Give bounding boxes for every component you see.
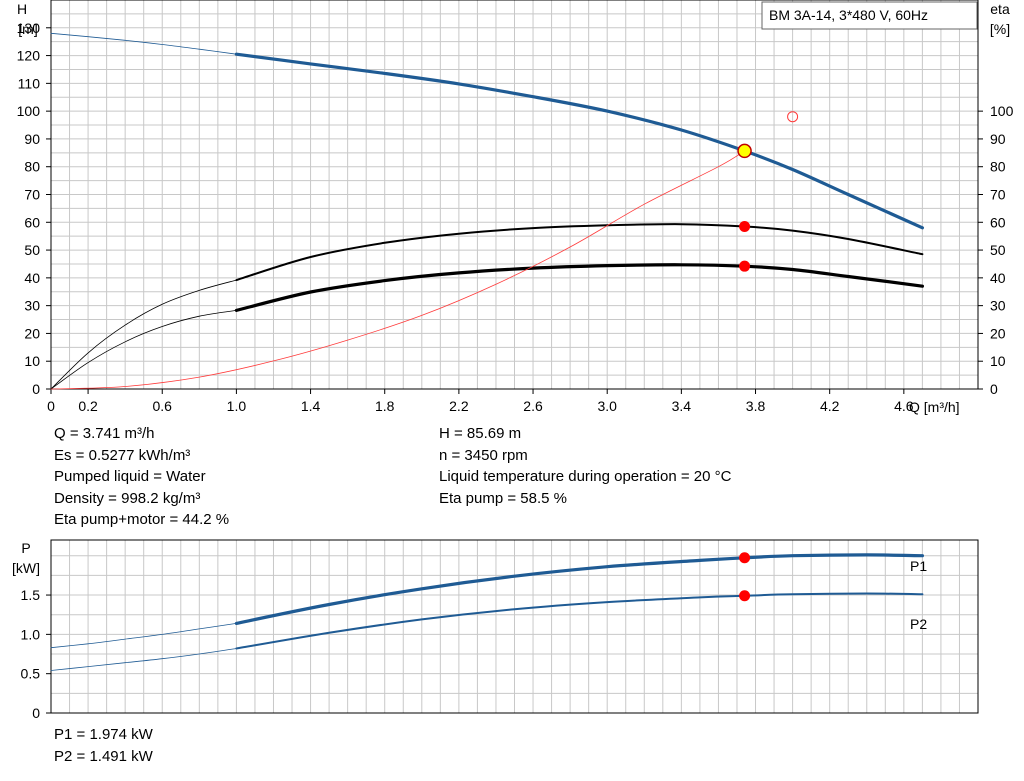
y-left-tick-label: 0	[32, 381, 40, 397]
power-y-label-line2: [kW]	[12, 560, 40, 576]
y-right-tick-label: 60	[990, 214, 1006, 230]
eta-pump-operating-point	[739, 220, 751, 232]
info-pumped-liquid: Pumped liquid = Water	[54, 468, 206, 485]
info-speed: n = 3450 rpm	[439, 446, 528, 464]
bottom-chart-series	[50, 553, 924, 671]
y-right-tick-label: 40	[990, 270, 1006, 286]
y-left-tick-label: 100	[17, 103, 41, 119]
y-right-tick-label: 10	[990, 353, 1006, 369]
info-p2: P2 = 1.491 kW	[54, 747, 153, 765]
x-tick-label: 3.8	[746, 398, 766, 414]
y-left-tick-label: 10	[24, 353, 40, 369]
system-curve	[50, 150, 745, 390]
eta_pump-curve	[235, 223, 924, 282]
head-curve	[234, 52, 924, 230]
eta_total_ext-curve	[50, 310, 237, 390]
y-left-tick-label: 120	[17, 48, 41, 64]
info-power: P1 = 1.974 kW P2 = 1.491 kW	[54, 724, 153, 767]
info-liquid-temp: Liquid temperature during operation = 20…	[439, 468, 732, 485]
y-left-tick-label: 60	[24, 214, 40, 230]
x-tick-label: 3.4	[672, 398, 692, 414]
x-tick-label: 1.4	[301, 398, 321, 414]
x-tick-label: 0	[47, 398, 55, 414]
info-density: Density = 998.2 kg/m³	[54, 489, 201, 507]
head_ext-curve	[50, 32, 237, 55]
p1-curve	[234, 553, 924, 625]
p2-series-label: P2	[910, 616, 927, 632]
p2_ext-curve	[50, 648, 237, 671]
power-y-label-line1: P	[21, 540, 30, 556]
title-box-text: BM 3A-14, 3*480 V, 60Hz	[769, 7, 928, 23]
y-right-tick-label: 50	[990, 242, 1006, 258]
info-left: Q = 3.741 m³/h Es = 0.5277 kWh/m³ Pumped…	[54, 423, 229, 531]
info-eta-total: Eta pump+motor = 44.2 %	[54, 511, 230, 528]
y-right-tick-label: 90	[990, 131, 1006, 147]
bottom-plot-frame	[50, 539, 979, 714]
eta-total-operating-point	[739, 260, 751, 272]
y-left-tick-label: 40	[24, 270, 40, 286]
x-tick-label: 1.8	[375, 398, 395, 414]
bottom-chart-grid	[50, 539, 979, 714]
info-eta-pump: Eta pump = 58.5 %	[439, 489, 567, 507]
y-right-label-line1: eta	[990, 1, 1010, 17]
bottom-chart-ticks: 0 0.5 1.0 1.5	[21, 587, 51, 721]
top-chart-grid	[50, 0, 979, 390]
y-right-tick-label: 20	[990, 325, 1006, 341]
top-chart-series	[50, 32, 924, 390]
head-operating-point	[737, 143, 752, 159]
power-y-tick-label: 1.0	[21, 626, 41, 642]
y-left-tick-label: 50	[24, 242, 40, 258]
x-tick-label: 0.2	[78, 398, 98, 414]
y-left-label-line1: H	[17, 1, 27, 17]
eta_pump_ext-curve	[50, 279, 237, 390]
p1-series-label: P1	[910, 558, 927, 574]
p1-operating-point	[739, 552, 751, 564]
y-right-tick-label: 100	[990, 103, 1014, 119]
x-tick-label: 4.2	[820, 398, 840, 414]
title-box	[761, 1, 978, 30]
info-specific-energy: Es = 0.5277 kWh/m³	[54, 446, 191, 464]
info-flow: Q = 3.741 m³/h	[54, 425, 155, 442]
top-chart-ticks: 0 0.2 0.6 1.0 1.4 1.8 2.2 2.6 3.0 3.4 3.8 4.2 4.6 0 10…	[17, 20, 1014, 414]
power-y-tick-label: 0	[32, 705, 40, 721]
y-left-tick-label: 110	[18, 75, 41, 91]
x-tick-label: 1.0	[227, 398, 247, 414]
y-left-tick-label: 80	[24, 159, 40, 175]
y-left-tick-label: 90	[24, 131, 40, 147]
power-y-tick-label: 0.5	[21, 666, 41, 682]
info-right: H = 85.69 m n = 3450 rpm Liquid temperat…	[439, 423, 731, 509]
power-y-tick-label: 1.5	[21, 587, 41, 603]
y-left-label-line2: [m]	[18, 21, 37, 37]
y-left-tick-label: 130	[17, 20, 41, 36]
info-head: H = 85.69 m	[439, 425, 522, 442]
x-tick-label: 0.6	[153, 398, 173, 414]
y-right-tick-label: 80	[990, 159, 1006, 175]
p2-curve	[235, 592, 924, 650]
info-p1: P1 = 1.974 kW	[54, 726, 153, 743]
x-tick-label: 3.0	[597, 398, 617, 414]
y-right-tick-label: 70	[990, 187, 1006, 203]
eta_total-curve	[234, 263, 924, 312]
x-tick-label: 4.6	[894, 398, 914, 414]
x-axis-label: Q [m³/h]	[909, 399, 960, 415]
y-left-tick-label: 30	[24, 298, 40, 314]
y-right-label-line2: [%]	[990, 21, 1010, 37]
p2-operating-point	[739, 590, 751, 602]
y-right-tick-label: 30	[990, 298, 1006, 314]
p1_ext-curve	[50, 623, 237, 649]
reference-point	[787, 111, 799, 123]
x-tick-label: 2.6	[523, 398, 543, 414]
x-tick-label: 2.2	[449, 398, 469, 414]
operating-point-markers	[737, 111, 799, 602]
y-left-tick-label: 70	[24, 187, 40, 203]
y-right-tick-label: 0	[990, 381, 998, 397]
y-left-tick-label: 20	[24, 325, 40, 341]
